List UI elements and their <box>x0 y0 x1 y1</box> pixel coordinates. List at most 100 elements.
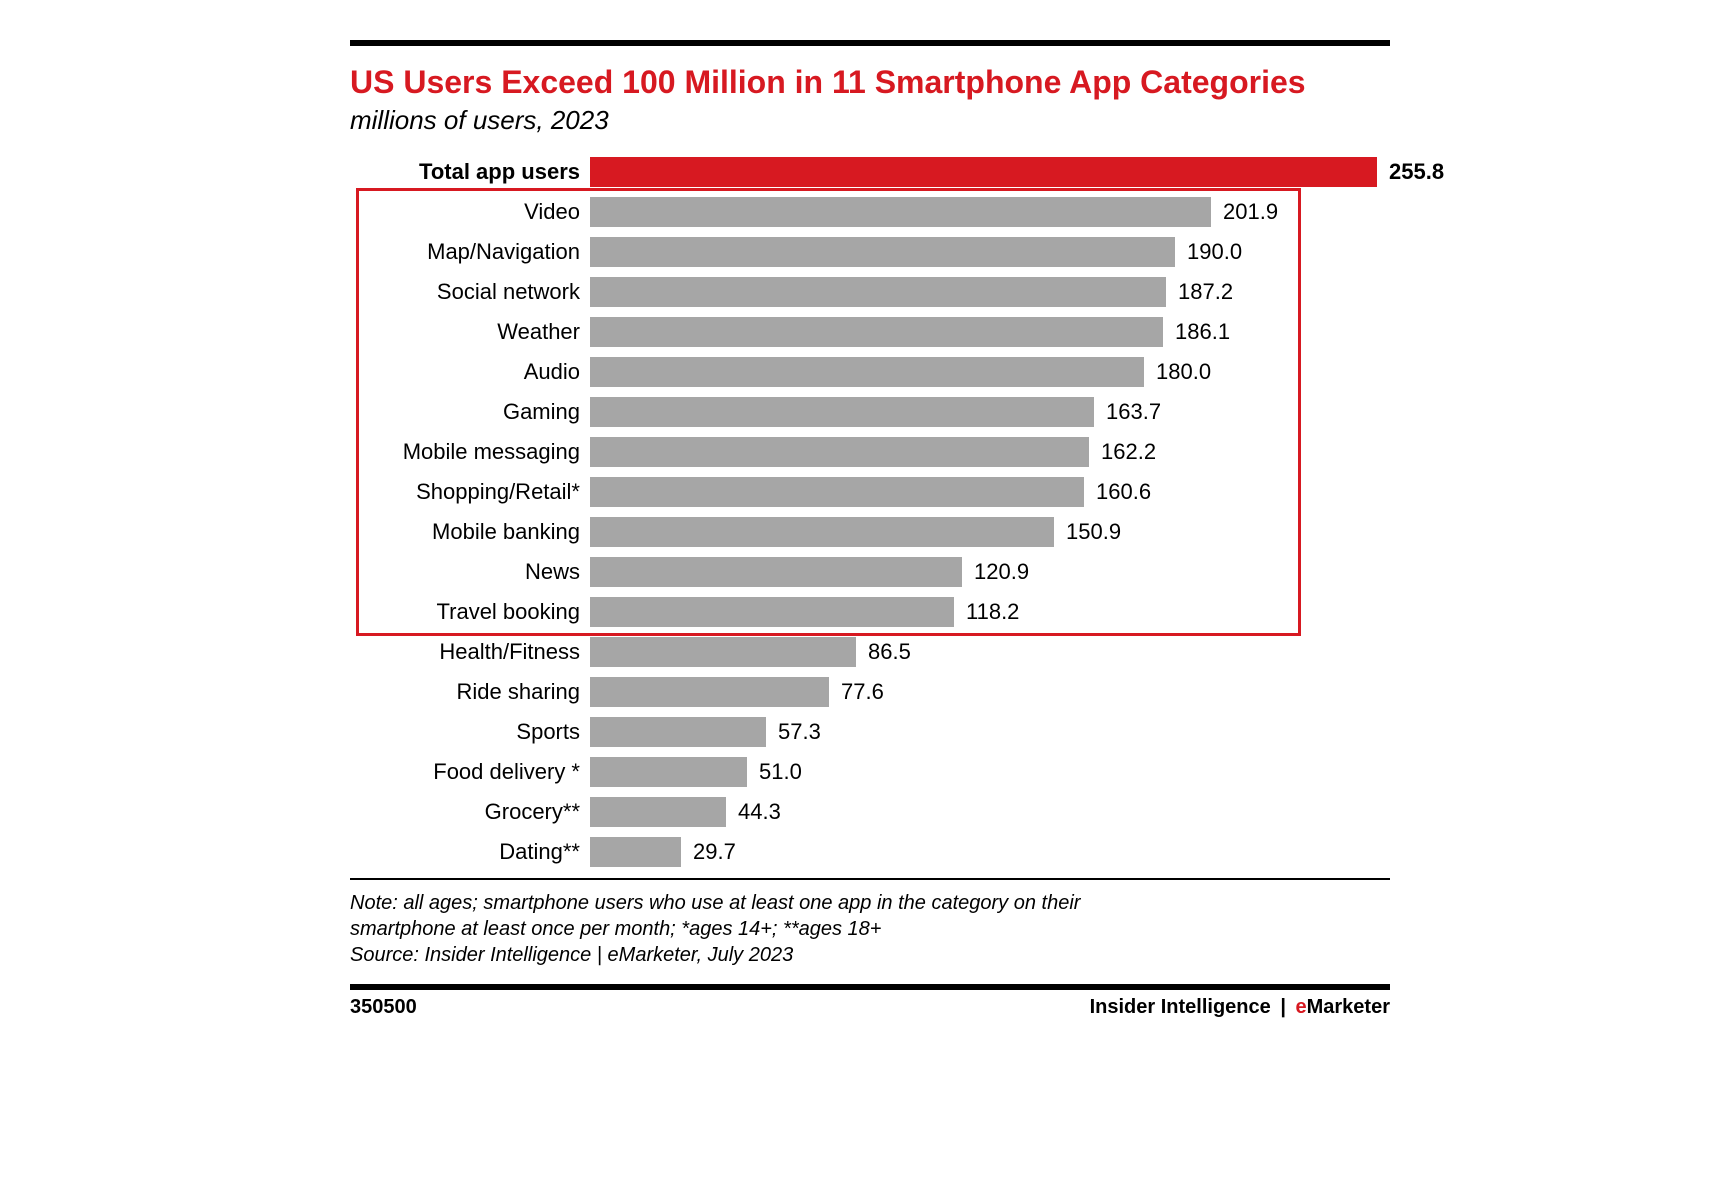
note-line-2: smartphone at least once per month; *age… <box>350 918 881 940</box>
bar-row: Map/Navigation190.0 <box>350 232 1390 272</box>
bar-chart: Total app users255.8Video201.9Map/Naviga… <box>350 152 1390 872</box>
bar-label: News <box>350 559 590 585</box>
bar-row: Total app users255.8 <box>350 152 1390 192</box>
bar-label: Weather <box>350 319 590 345</box>
bar <box>590 837 681 867</box>
bar-area: 120.9 <box>590 552 1390 592</box>
chart-subtitle: millions of users, 2023 <box>350 105 1390 136</box>
bar-area: 44.3 <box>590 792 1390 832</box>
bar <box>590 597 954 627</box>
bar-value: 186.1 <box>1163 319 1230 345</box>
bar <box>590 157 1377 187</box>
rule-thin-upper <box>350 878 1390 880</box>
bar-value: 163.7 <box>1094 399 1161 425</box>
bar-label: Mobile banking <box>350 519 590 545</box>
bar-row: Health/Fitness 86.5 <box>350 632 1390 672</box>
note-line-3: Source: Insider Intelligence | eMarketer… <box>350 944 793 966</box>
bar <box>590 637 856 667</box>
footer-brand-2a: e <box>1295 996 1306 1018</box>
bar-row: News 120.9 <box>350 552 1390 592</box>
bar-value: 86.5 <box>856 639 911 665</box>
bar <box>590 677 829 707</box>
bar-label: Gaming <box>350 399 590 425</box>
bar-label: Food delivery * <box>350 759 590 785</box>
bar <box>590 757 747 787</box>
footer-separator: | <box>1276 996 1290 1018</box>
bar <box>590 517 1054 547</box>
bar-value: 162.2 <box>1089 439 1156 465</box>
bar-value: 51.0 <box>747 759 802 785</box>
bar-row: Video201.9 <box>350 192 1390 232</box>
rule-top <box>350 40 1390 46</box>
bar-label: Grocery** <box>350 799 590 825</box>
bar-value: 255.8 <box>1377 159 1444 185</box>
bar-label: Video <box>350 199 590 225</box>
bar <box>590 237 1175 267</box>
bar-value: 120.9 <box>962 559 1029 585</box>
bar <box>590 717 766 747</box>
bar-label: Dating** <box>350 839 590 865</box>
bar-value: 190.0 <box>1175 239 1242 265</box>
footer-attribution: Insider Intelligence | eMarketer <box>1090 996 1390 1019</box>
bar <box>590 797 726 827</box>
bar <box>590 277 1166 307</box>
bar-row: Mobile banking 150.9 <box>350 512 1390 552</box>
bar-value: 150.9 <box>1054 519 1121 545</box>
bar-value: 57.3 <box>766 719 821 745</box>
canvas: US Users Exceed 100 Million in 11 Smartp… <box>0 0 1736 1184</box>
bar <box>590 317 1163 347</box>
bar-area: 186.1 <box>590 312 1390 352</box>
bar-value: 160.6 <box>1084 479 1151 505</box>
bar-area: 162.2 <box>590 432 1390 472</box>
bar <box>590 397 1094 427</box>
bar-area: 29.7 <box>590 832 1390 872</box>
bar-row: Social network187.2 <box>350 272 1390 312</box>
bar-area: 77.6 <box>590 672 1390 712</box>
bar-row: Sports57.3 <box>350 712 1390 752</box>
bar-row: Food delivery * 51.0 <box>350 752 1390 792</box>
bar-area: 57.3 <box>590 712 1390 752</box>
footer-id: 350500 <box>350 996 417 1019</box>
bar-row: Dating** 29.7 <box>350 832 1390 872</box>
chart-note: Note: all ages; smartphone users who use… <box>350 890 1390 968</box>
bar-value: 187.2 <box>1166 279 1233 305</box>
bar-row: Shopping/Retail* 160.6 <box>350 472 1390 512</box>
bar <box>590 557 962 587</box>
bar <box>590 437 1089 467</box>
bar-label: Audio <box>350 359 590 385</box>
bar-label: Shopping/Retail* <box>350 479 590 505</box>
bar-value: 180.0 <box>1144 359 1211 385</box>
bar-row: Weather 186.1 <box>350 312 1390 352</box>
bar-label: Health/Fitness <box>350 639 590 665</box>
bar-row: Ride sharing 77.6 <box>350 672 1390 712</box>
bar-row: Travel booking118.2 <box>350 592 1390 632</box>
bar-area: 201.9 <box>590 192 1390 232</box>
chart-footer: 350500 Insider Intelligence | eMarketer <box>350 996 1390 1019</box>
bar-value: 118.2 <box>954 599 1019 625</box>
bar <box>590 477 1084 507</box>
bar-value: 44.3 <box>726 799 781 825</box>
bar-area: 51.0 <box>590 752 1390 792</box>
bar-row: Grocery** 44.3 <box>350 792 1390 832</box>
bar-label: Total app users <box>350 159 590 185</box>
bar-area: 190.0 <box>590 232 1390 272</box>
rule-bottom <box>350 984 1390 990</box>
bar-area: 180.0 <box>590 352 1390 392</box>
bar-area: 150.9 <box>590 512 1390 552</box>
bar-label: Ride sharing <box>350 679 590 705</box>
bar-area: 160.6 <box>590 472 1390 512</box>
chart-title: US Users Exceed 100 Million in 11 Smartp… <box>350 64 1390 101</box>
bar-row: Mobile messaging 162.2 <box>350 432 1390 472</box>
bar-label: Mobile messaging <box>350 439 590 465</box>
bar-area: 187.2 <box>590 272 1390 312</box>
bar-value: 77.6 <box>829 679 884 705</box>
bar-area: 255.8 <box>590 152 1444 192</box>
bar-row: Audio 180.0 <box>350 352 1390 392</box>
bar-area: 163.7 <box>590 392 1390 432</box>
bar <box>590 357 1144 387</box>
footer-brand-1: Insider Intelligence <box>1090 996 1271 1018</box>
note-line-1: Note: all ages; smartphone users who use… <box>350 892 1080 914</box>
bar-value: 29.7 <box>681 839 736 865</box>
bar <box>590 197 1211 227</box>
bar-row: Gaming 163.7 <box>350 392 1390 432</box>
